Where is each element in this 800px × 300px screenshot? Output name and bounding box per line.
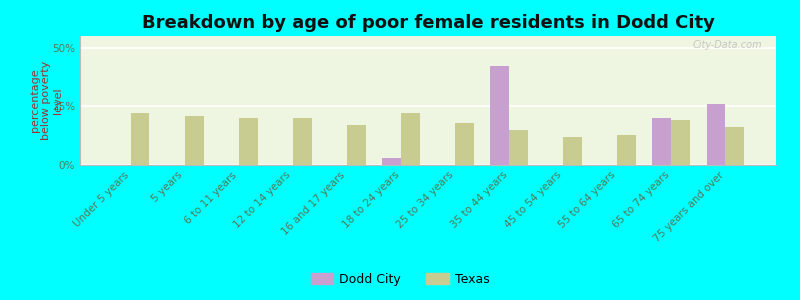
Bar — [509, 130, 528, 165]
Bar — [490, 67, 509, 165]
Legend: Dodd City, Texas: Dodd City, Texas — [306, 268, 494, 291]
Bar — [563, 137, 582, 165]
Bar — [618, 134, 636, 165]
Bar — [653, 118, 671, 165]
Bar — [455, 123, 474, 165]
Bar — [382, 158, 401, 165]
Bar — [726, 128, 744, 165]
Bar — [706, 104, 726, 165]
Bar — [293, 118, 312, 165]
Title: Breakdown by age of poor female residents in Dodd City: Breakdown by age of poor female resident… — [142, 14, 714, 32]
Text: City-Data.com: City-Data.com — [693, 40, 762, 50]
Bar — [347, 125, 366, 165]
Bar — [185, 116, 203, 165]
Y-axis label: percentage
below poverty
level: percentage below poverty level — [30, 61, 63, 140]
Bar — [130, 113, 150, 165]
Bar — [238, 118, 258, 165]
Bar — [671, 120, 690, 165]
Bar — [401, 113, 420, 165]
